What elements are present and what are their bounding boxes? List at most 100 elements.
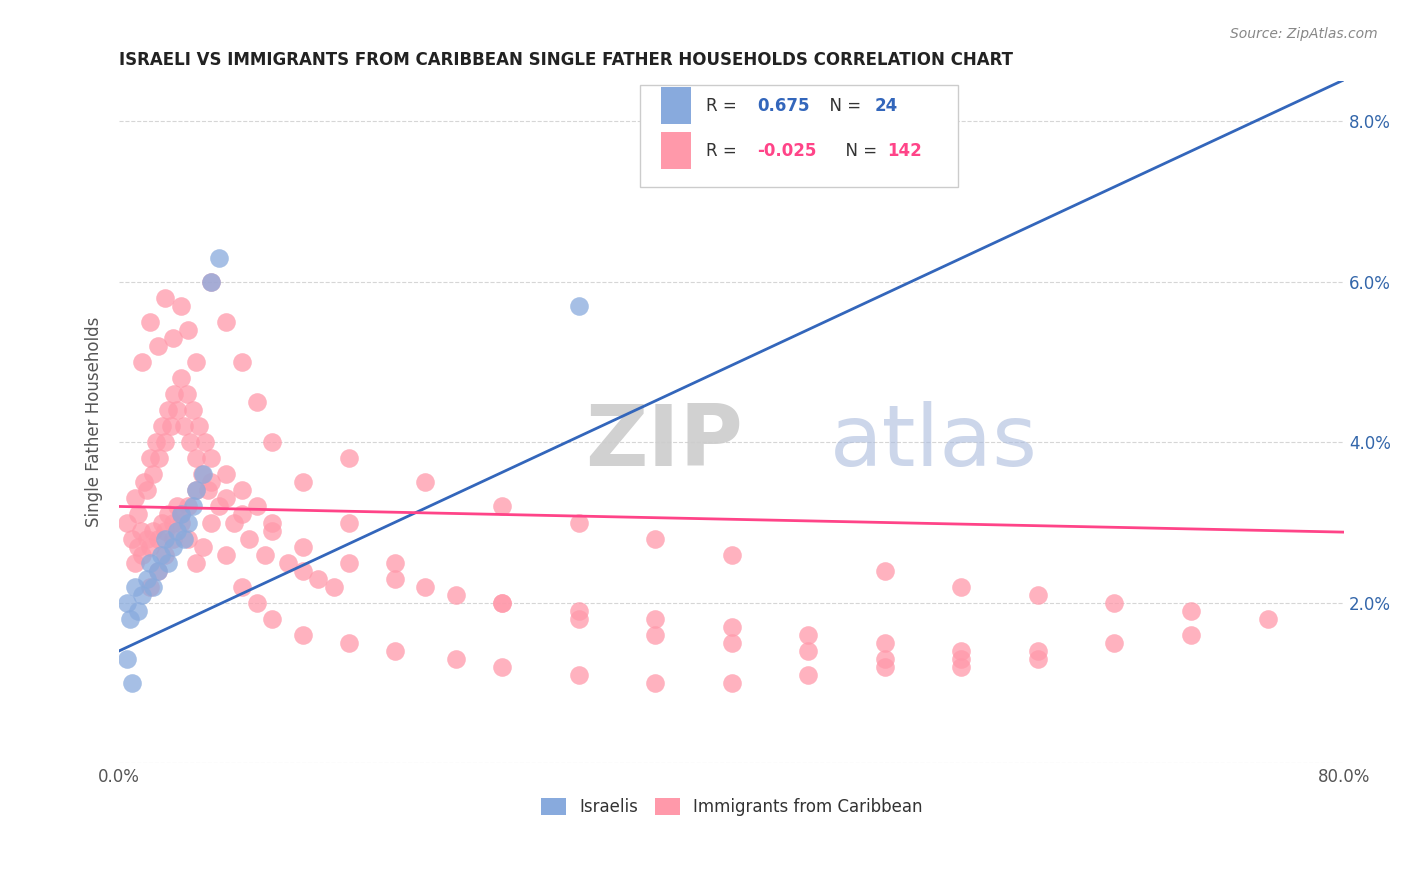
Point [153, 548, 176, 562]
Text: R =: R = [706, 96, 742, 115]
FancyBboxPatch shape [661, 87, 692, 125]
Point [127, 508, 149, 522]
FancyBboxPatch shape [661, 132, 692, 169]
Point [720, 636, 742, 650]
Point [720, 676, 742, 690]
Point [491, 596, 513, 610]
Point [231, 483, 253, 498]
Point [1257, 612, 1279, 626]
Text: 142: 142 [887, 142, 922, 160]
Point [184, 355, 207, 369]
Point [277, 556, 299, 570]
Point [160, 419, 183, 434]
Point [184, 483, 207, 498]
Point [797, 644, 820, 658]
Point [262, 516, 284, 530]
Point [200, 275, 222, 289]
Point [194, 435, 217, 450]
Point [146, 532, 169, 546]
Point [568, 516, 591, 530]
Point [124, 491, 146, 506]
Point [124, 580, 146, 594]
Point [262, 524, 284, 538]
Text: atlas: atlas [830, 401, 1038, 484]
Point [139, 580, 162, 594]
Point [231, 355, 253, 369]
Point [169, 371, 191, 385]
Text: Source: ZipAtlas.com: Source: ZipAtlas.com [1230, 27, 1378, 41]
Point [797, 628, 820, 642]
Point [149, 548, 172, 562]
Point [169, 299, 191, 313]
Point [215, 491, 238, 506]
Point [200, 451, 222, 466]
Point [246, 395, 269, 409]
Point [568, 299, 591, 313]
Point [224, 516, 246, 530]
Point [262, 435, 284, 450]
Point [177, 323, 200, 337]
Point [262, 612, 284, 626]
Point [246, 596, 269, 610]
Point [127, 540, 149, 554]
Point [950, 580, 973, 594]
Point [444, 588, 467, 602]
Point [163, 387, 186, 401]
Point [135, 572, 157, 586]
Point [153, 532, 176, 546]
Point [146, 564, 169, 578]
Point [184, 556, 207, 570]
Point [292, 628, 315, 642]
Point [187, 419, 209, 434]
Point [568, 612, 591, 626]
Point [950, 644, 973, 658]
Point [644, 628, 666, 642]
Point [1180, 604, 1202, 618]
Point [307, 572, 329, 586]
Point [121, 532, 143, 546]
Point [135, 532, 157, 546]
Point [644, 532, 666, 546]
Point [873, 564, 896, 578]
Point [415, 580, 437, 594]
Point [208, 251, 231, 265]
Text: -0.025: -0.025 [758, 142, 817, 160]
Point [139, 540, 162, 554]
Point [179, 435, 201, 450]
Point [797, 668, 820, 682]
Point [337, 636, 360, 650]
Point [384, 572, 406, 586]
Point [1026, 644, 1049, 658]
Point [124, 556, 146, 570]
Point [115, 596, 138, 610]
Point [166, 524, 188, 538]
Point [132, 475, 155, 490]
Point [129, 524, 152, 538]
Point [162, 532, 184, 546]
Point [131, 588, 153, 602]
Point [169, 508, 191, 522]
Point [200, 475, 222, 490]
Point [153, 291, 176, 305]
Point [200, 516, 222, 530]
Point [135, 483, 157, 498]
Point [193, 540, 215, 554]
Point [231, 580, 253, 594]
Text: N =: N = [835, 142, 882, 160]
Point [231, 508, 253, 522]
Point [337, 516, 360, 530]
Point [720, 620, 742, 634]
Point [568, 604, 591, 618]
Point [322, 580, 344, 594]
Point [200, 275, 222, 289]
Point [166, 403, 188, 417]
Point [139, 556, 162, 570]
Point [1104, 636, 1126, 650]
Point [950, 652, 973, 666]
Point [115, 516, 138, 530]
Point [127, 604, 149, 618]
Point [873, 660, 896, 674]
Point [1026, 588, 1049, 602]
Point [177, 500, 200, 514]
Point [215, 467, 238, 482]
